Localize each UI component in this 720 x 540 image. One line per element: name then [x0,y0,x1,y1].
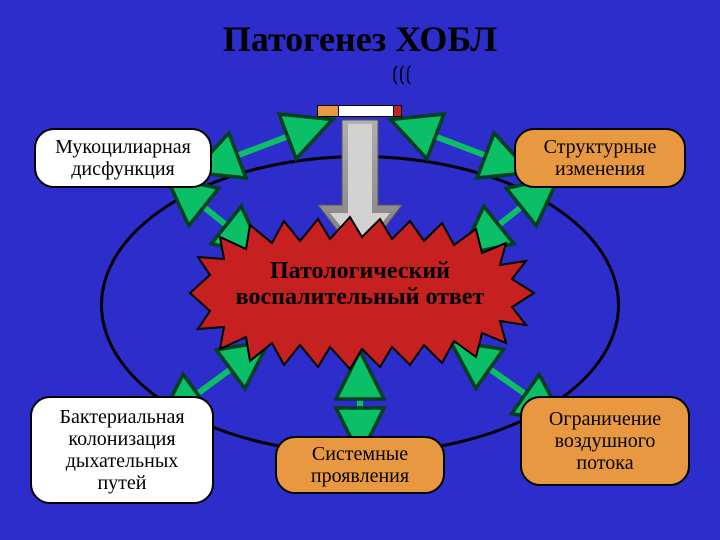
cigarette-icon [317,105,402,117]
box-top-right-text: Структурныеизменения [544,136,657,180]
box-top-right: Структурныеизменения [514,128,686,188]
center-line2: воспалительный ответ [236,284,485,310]
box-bottom-right: Ограничениевоздушногопотока [520,396,690,486]
box-top-left: Мукоцилиарнаядисфункция [34,128,212,188]
center-line1: Патологический [270,258,450,284]
box-bottom-right-text: Ограничениевоздушногопотока [549,408,661,474]
smoke-icon: ⟮⟮⟮ [392,68,412,80]
box-bottom-left: Бактериальнаяколонизациядыхательныхпутей [30,396,214,504]
box-bottom-left-text: Бактериальнаяколонизациядыхательныхпутей [59,406,184,494]
center-label: Патологический воспалительный ответ [190,258,530,310]
box-bottom-center: Системныепроявления [275,436,445,494]
box-bottom-center-text: Системныепроявления [311,443,409,487]
page-title: Патогенез ХОБЛ [0,18,720,60]
box-top-left-text: Мукоцилиарнаядисфункция [55,136,191,180]
